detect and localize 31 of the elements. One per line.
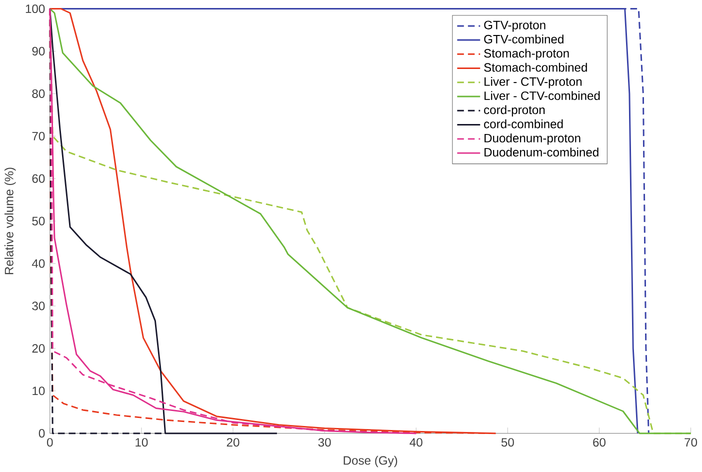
y-tick-label: 80 bbox=[32, 90, 45, 98]
y-tick-label: 40 bbox=[32, 259, 45, 268]
y-tick-label: 60 bbox=[32, 174, 45, 184]
y-tick-label: 50 bbox=[32, 216, 45, 226]
legend-label: Liver - CTV-proton bbox=[484, 77, 582, 88]
legend-label: GTV-proton bbox=[484, 20, 546, 32]
x-axis-title: Dose (Gy) bbox=[344, 456, 398, 468]
y-tick-label: 10 bbox=[32, 386, 45, 396]
y-tick-label: 90 bbox=[32, 47, 45, 56]
x-tick-label: 50 bbox=[501, 438, 514, 447]
legend-label: GTV-combined bbox=[484, 34, 564, 44]
legend-label: Stomach-proton bbox=[484, 48, 569, 60]
legend-label: Liver - CTV-combined bbox=[484, 91, 600, 100]
x-tick-label: 20 bbox=[226, 438, 240, 447]
y-tick-label: 30 bbox=[32, 302, 45, 310]
y-tick-label: 70 bbox=[32, 132, 45, 141]
x-tick-label: 70 bbox=[684, 438, 698, 447]
x-tick-label: 10 bbox=[136, 438, 148, 447]
x-tick-label: 0 bbox=[47, 438, 53, 447]
legend-label: Stomach-combined bbox=[484, 63, 587, 72]
legend-label: Duodenum-combined bbox=[484, 148, 598, 157]
y-tick-label: 0 bbox=[38, 429, 45, 438]
y-tick-label: 20 bbox=[32, 344, 45, 353]
legend-label: cord-combined bbox=[484, 120, 563, 128]
y-tick-label: 100 bbox=[26, 4, 45, 14]
legend-label: Duodenum-proton bbox=[484, 134, 580, 145]
x-tick-label: 40 bbox=[410, 438, 422, 447]
x-tick-label: 60 bbox=[593, 438, 606, 447]
legend-label: cord-proton bbox=[484, 105, 545, 117]
y-axis-title: Relative volume (%) bbox=[4, 168, 16, 274]
x-tick-label: 30 bbox=[318, 438, 331, 447]
